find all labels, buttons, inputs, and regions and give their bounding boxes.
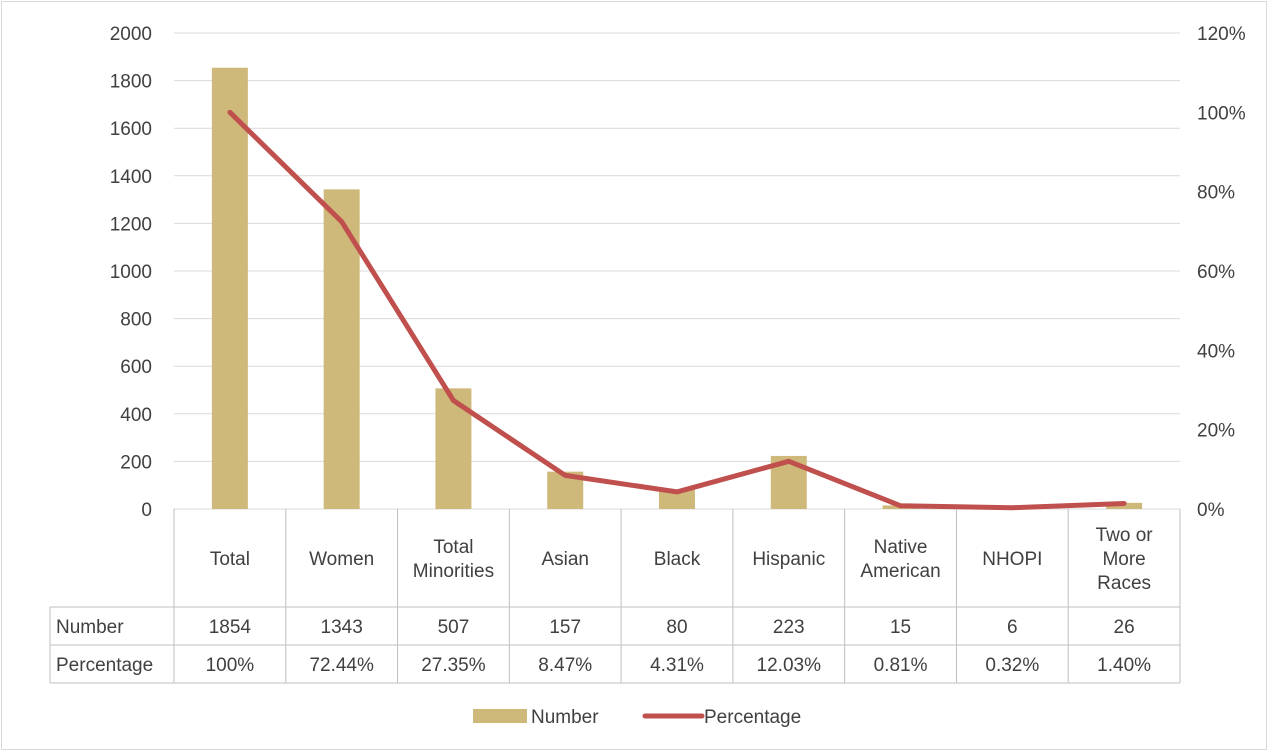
category-label: Total — [433, 537, 473, 558]
category-label: American — [860, 561, 940, 582]
left-tick-label: 1600 — [110, 119, 152, 140]
right-tick-label: 20% — [1197, 421, 1235, 442]
left-tick-label: 0 — [141, 500, 152, 521]
table-cell: 1.40% — [1097, 655, 1151, 676]
category-label: Minorities — [413, 561, 494, 582]
table-cell: 8.47% — [538, 655, 592, 676]
category-label: Black — [654, 549, 701, 570]
right-tick-label: 100% — [1197, 103, 1246, 124]
right-tick-label: 120% — [1197, 24, 1246, 45]
table-cell: 27.35% — [421, 655, 486, 676]
table-cell: 0.32% — [985, 655, 1039, 676]
right-tick-label: 0% — [1197, 500, 1225, 521]
bar — [211, 67, 248, 510]
legend-swatch-number — [473, 709, 527, 723]
left-axis-ticks: 0 200 400 600 800 1000 1200 1400 1600 1800 2000 — [110, 24, 152, 521]
table-cell: 1854 — [209, 617, 252, 638]
table-cell: 72.44% — [309, 655, 374, 676]
table-cell: 157 — [549, 617, 581, 638]
legend-label-number: Number — [531, 707, 599, 728]
left-tick-label: 800 — [120, 310, 152, 331]
left-tick-label: 1800 — [110, 72, 152, 93]
percentage-line — [227, 109, 1127, 511]
data-table: Total Women Total Minorities Asian Black Hispa… — [49, 509, 1181, 684]
right-tick-label: 40% — [1197, 341, 1235, 362]
table-cell: 1343 — [321, 617, 363, 638]
legend: Number Percentage — [473, 707, 801, 728]
category-label: Races — [1097, 573, 1151, 594]
bar-series-number — [211, 67, 1143, 510]
table-cell: 80 — [666, 617, 687, 638]
left-tick-label: 600 — [120, 357, 152, 378]
table-cell: 507 — [438, 617, 470, 638]
bar — [659, 489, 695, 509]
left-tick-label: 1400 — [110, 167, 152, 188]
table-row-label: Percentage — [56, 655, 153, 676]
category-label: NHOPI — [982, 549, 1042, 570]
right-axis-ticks: 0% 20% 40% 60% 80% 100% 120% — [1197, 24, 1246, 521]
legend-label-percentage: Percentage — [704, 707, 801, 728]
category-label: Asian — [541, 549, 589, 570]
right-tick-label: 80% — [1197, 183, 1235, 204]
table-cell: 6 — [1007, 617, 1018, 638]
category-label: Hispanic — [752, 549, 825, 570]
table-cell: 12.03% — [757, 655, 822, 676]
left-tick-label: 400 — [120, 405, 152, 426]
table-cell: 100% — [206, 655, 255, 676]
category-label: Total — [210, 549, 250, 570]
right-tick-label: 60% — [1197, 262, 1235, 283]
table-cell: 15 — [890, 617, 911, 638]
left-tick-label: 1000 — [110, 262, 152, 283]
line-series-percentage — [227, 109, 1127, 511]
category-label: Two or — [1096, 525, 1154, 546]
left-tick-label: 1200 — [110, 214, 152, 235]
table-cell: 4.31% — [650, 655, 704, 676]
left-tick-label: 200 — [120, 452, 152, 473]
table-cell: 223 — [773, 617, 805, 638]
category-label: Women — [309, 549, 374, 570]
category-label: Native — [874, 537, 928, 558]
left-tick-label: 2000 — [110, 24, 152, 45]
category-label: More — [1102, 549, 1145, 570]
table-cell: 0.81% — [874, 655, 928, 676]
table-row-label: Number — [56, 617, 124, 638]
table-cell: 26 — [1114, 617, 1135, 638]
